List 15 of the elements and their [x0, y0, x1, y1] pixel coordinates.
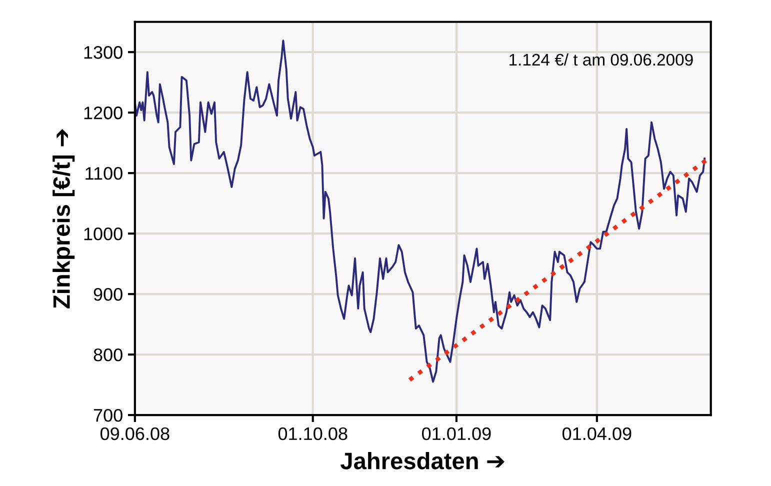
y-tick-label: 800	[94, 348, 122, 362]
x-tick-label: 01.01.09	[422, 427, 491, 440]
y-tick-label: 1300	[84, 46, 122, 59]
x-tick-label: 01.10.08	[278, 427, 348, 440]
y-tick-label: 1200	[84, 106, 122, 120]
y-tick-label: 900	[94, 288, 122, 301]
x-tick-label: 01.04.09	[562, 427, 632, 440]
y-tick-label: 1100	[86, 167, 122, 180]
line-series	[134, 40, 706, 383]
y-tick-label: 1000	[84, 228, 122, 240]
x-tick-label: 09.06.08	[100, 427, 170, 440]
x-axis-title: Jahresdaten ➔	[340, 452, 504, 470]
y-tick-label: 700	[94, 408, 122, 422]
annotation: 1.124 €/ t am 09.06.2009	[510, 53, 693, 66]
y-axis-title: Zinkpreis [€/t] ➔	[52, 129, 75, 308]
